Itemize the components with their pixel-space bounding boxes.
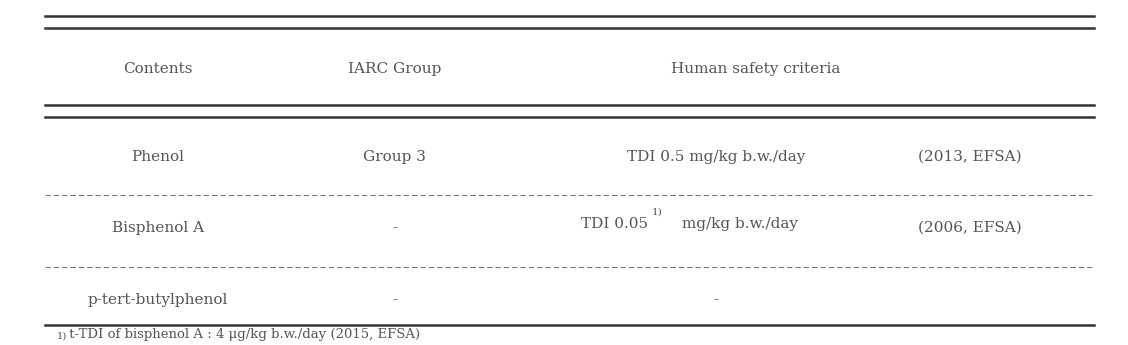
Text: TDI 0.5 mg/kg b.w./day: TDI 0.5 mg/kg b.w./day [627,150,805,164]
Text: 1): 1) [652,208,663,217]
Text: -: - [393,221,397,235]
Text: 1): 1) [56,331,67,340]
Text: (2006, EFSA): (2006, EFSA) [918,221,1022,235]
Text: -: - [393,293,397,307]
Text: -: - [714,293,719,307]
Text: Contents: Contents [123,62,193,76]
Text: Human safety criteria: Human safety criteria [671,62,840,76]
Text: mg/kg b.w./day: mg/kg b.w./day [677,217,797,231]
Text: p-tert-butylphenol: p-tert-butylphenol [88,293,228,307]
Text: Bisphenol A: Bisphenol A [112,221,204,235]
Text: (2013, EFSA): (2013, EFSA) [918,150,1022,164]
Text: t-TDI of bisphenol A : 4 μg/kg b.w./day (2015, EFSA): t-TDI of bisphenol A : 4 μg/kg b.w./day … [65,328,421,341]
Text: IARC Group: IARC Group [349,62,441,76]
Text: Phenol: Phenol [132,150,184,164]
Text: Group 3: Group 3 [363,150,426,164]
Text: TDI 0.05: TDI 0.05 [581,217,649,231]
